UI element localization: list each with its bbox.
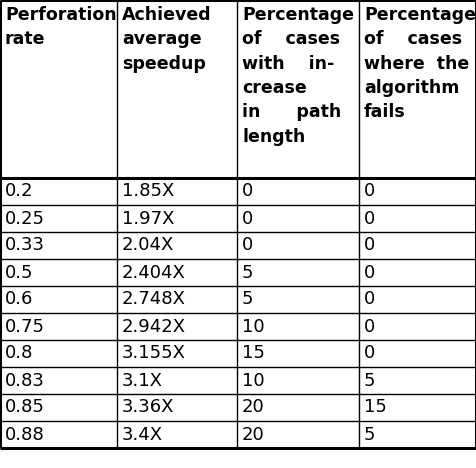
Text: 0.2: 0.2	[5, 183, 33, 200]
Text: Percentage
of    cases
with    in-
crease
in      path
length: Percentage of cases with in- crease in p…	[242, 6, 354, 146]
Text: 0.88: 0.88	[5, 425, 45, 444]
Text: 2.748X: 2.748X	[122, 291, 186, 308]
Text: 0: 0	[242, 236, 253, 255]
Text: 0: 0	[364, 344, 375, 363]
Text: 0.5: 0.5	[5, 263, 33, 281]
Text: 5: 5	[242, 291, 254, 308]
Text: 3.155X: 3.155X	[122, 344, 186, 363]
Text: 0: 0	[364, 317, 375, 336]
Text: 15: 15	[364, 398, 387, 417]
Text: Percentage
of    cases
where  the
algorithm
fails: Percentage of cases where the algorithm …	[364, 6, 476, 121]
Text: 20: 20	[242, 398, 265, 417]
Text: 0.75: 0.75	[5, 317, 45, 336]
Text: 10: 10	[242, 372, 265, 389]
Text: 0: 0	[242, 210, 253, 227]
Text: 0: 0	[364, 236, 375, 255]
Text: 10: 10	[242, 317, 265, 336]
Text: 5: 5	[242, 263, 254, 281]
Text: 0.85: 0.85	[5, 398, 45, 417]
Text: 15: 15	[242, 344, 265, 363]
Text: 1.97X: 1.97X	[122, 210, 175, 227]
Text: 0.25: 0.25	[5, 210, 45, 227]
Text: 20: 20	[242, 425, 265, 444]
Text: 0: 0	[364, 291, 375, 308]
Text: 5: 5	[364, 372, 376, 389]
Text: 0: 0	[242, 183, 253, 200]
Text: 0.6: 0.6	[5, 291, 33, 308]
Text: 1.85X: 1.85X	[122, 183, 174, 200]
Text: 3.36X: 3.36X	[122, 398, 175, 417]
Text: 2.404X: 2.404X	[122, 263, 186, 281]
Text: Achieved
average
speedup: Achieved average speedup	[122, 6, 212, 73]
Text: 0: 0	[364, 263, 375, 281]
Text: 0: 0	[364, 183, 375, 200]
Text: 5: 5	[364, 425, 376, 444]
Text: 0: 0	[364, 210, 375, 227]
Text: 3.1X: 3.1X	[122, 372, 163, 389]
Text: 2.04X: 2.04X	[122, 236, 174, 255]
Text: 0.33: 0.33	[5, 236, 45, 255]
Text: 2.942X: 2.942X	[122, 317, 186, 336]
Text: 0.8: 0.8	[5, 344, 33, 363]
Text: Perforation
rate: Perforation rate	[5, 6, 117, 48]
Text: 3.4X: 3.4X	[122, 425, 163, 444]
Text: 0.83: 0.83	[5, 372, 45, 389]
